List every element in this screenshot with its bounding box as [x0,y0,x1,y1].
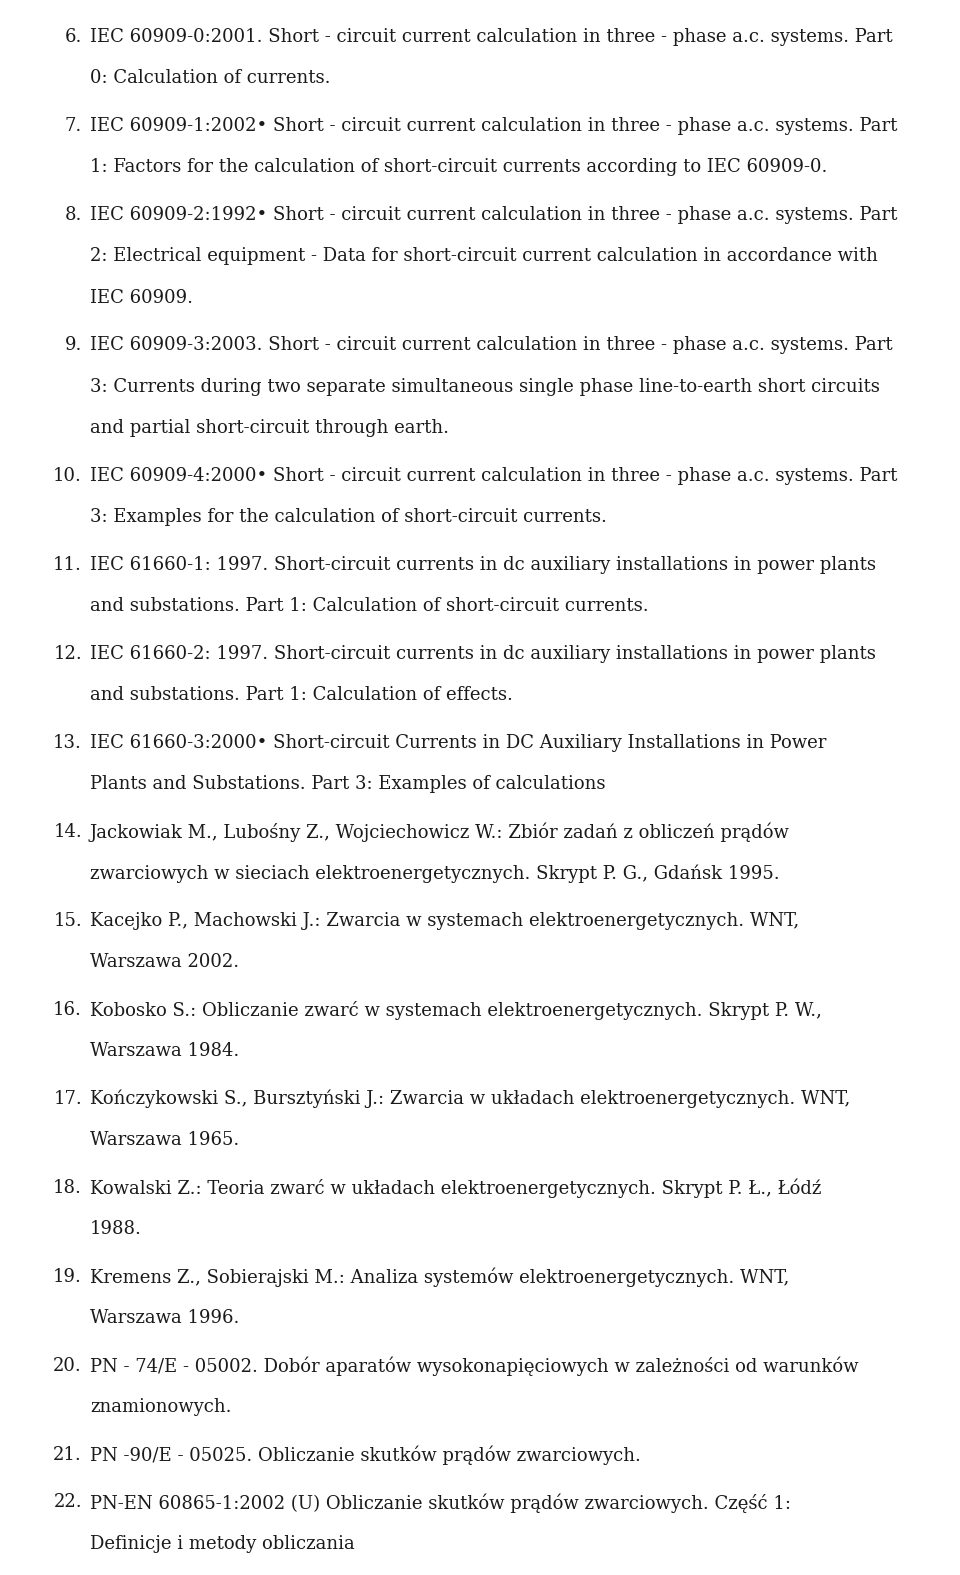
Text: 20.: 20. [53,1358,82,1375]
Text: PN -90/E - 05025. Obliczanie skutków prądów zwarciowych.: PN -90/E - 05025. Obliczanie skutków prą… [90,1446,641,1465]
Text: and partial short-circuit through earth.: and partial short-circuit through earth. [90,419,449,438]
Text: IEC 60909-3:2003. Short - circuit current calculation in three - phase a.c. syst: IEC 60909-3:2003. Short - circuit curren… [90,337,893,354]
Text: Warszawa 2002.: Warszawa 2002. [90,953,239,972]
Text: Warszawa 1996.: Warszawa 1996. [90,1309,239,1328]
Text: 15.: 15. [53,912,82,929]
Text: 6.: 6. [64,28,82,46]
Text: 3: Currents during two separate simultaneous single phase line-to-earth short ci: 3: Currents during two separate simultan… [90,378,880,395]
Text: 1988.: 1988. [90,1221,142,1238]
Text: 3: Examples for the calculation of short-circuit currents.: 3: Examples for the calculation of short… [90,509,607,526]
Text: 11.: 11. [53,556,82,573]
Text: 16.: 16. [53,1002,82,1019]
Text: Jackowiak M., Lubośny Z., Wojciechowicz W.: Zbiór zadań z obliczeń prądów: Jackowiak M., Lubośny Z., Wojciechowicz … [90,824,790,843]
Text: 18.: 18. [53,1180,82,1197]
Text: IEC 61660-3:2000• Short-circuit Currents in DC Auxiliary Installations in Power: IEC 61660-3:2000• Short-circuit Currents… [90,734,827,751]
Text: Kowalski Z.: Teoria zwarć w układach elektroenergetycznych. Skrypt P. Ł., Łódź: Kowalski Z.: Teoria zwarć w układach ele… [90,1180,822,1199]
Text: 21.: 21. [53,1446,82,1465]
Text: Kończykowski S., Bursztyński J.: Zwarcia w układach elektroenergetycznych. WNT,: Kończykowski S., Bursztyński J.: Zwarcia… [90,1090,851,1109]
Text: IEC 60909-2:1992• Short - circuit current calculation in three - phase a.c. syst: IEC 60909-2:1992• Short - circuit curren… [90,206,898,224]
Text: IEC 60909-0:2001. Short - circuit current calculation in three - phase a.c. syst: IEC 60909-0:2001. Short - circuit curren… [90,28,893,46]
Text: Definicje i metody obliczania: Definicje i metody obliczania [90,1536,355,1553]
Text: Warszawa 1965.: Warszawa 1965. [90,1131,239,1150]
Text: 2: Electrical equipment - Data for short-circuit current calculation in accordan: 2: Electrical equipment - Data for short… [90,247,877,266]
Text: 14.: 14. [53,824,82,841]
Text: IEC 61660-2: 1997. Short-circuit currents in dc auxiliary installations in power: IEC 61660-2: 1997. Short-circuit current… [90,646,876,663]
Text: Kacejko P., Machowski J.: Zwarcia w systemach elektroenergetycznych. WNT,: Kacejko P., Machowski J.: Zwarcia w syst… [90,912,799,929]
Text: IEC 60909-1:2002• Short - circuit current calculation in three - phase a.c. syst: IEC 60909-1:2002• Short - circuit curren… [90,117,898,135]
Text: IEC 60909.: IEC 60909. [90,288,193,307]
Text: 13.: 13. [53,734,82,751]
Text: Plants and Substations. Part 3: Examples of calculations: Plants and Substations. Part 3: Examples… [90,775,606,794]
Text: znamionowych.: znamionowych. [90,1399,231,1416]
Text: 10.: 10. [53,468,82,485]
Text: 22.: 22. [54,1493,82,1512]
Text: 0: Calculation of currents.: 0: Calculation of currents. [90,69,330,88]
Text: IEC 60909-4:2000• Short - circuit current calculation in three - phase a.c. syst: IEC 60909-4:2000• Short - circuit curren… [90,468,898,485]
Text: Warszawa 1984.: Warszawa 1984. [90,1043,239,1060]
Text: PN - 74/E - 05002. Dobór aparatów wysokonapięciowych w zależności od warunków: PN - 74/E - 05002. Dobór aparatów wysoko… [90,1358,858,1377]
Text: 17.: 17. [53,1090,82,1107]
Text: and substations. Part 1: Calculation of short-circuit currents.: and substations. Part 1: Calculation of … [90,597,649,616]
Text: Kobosko S.: Obliczanie zwarć w systemach elektroenergetycznych. Skrypt P. W.,: Kobosko S.: Obliczanie zwarć w systemach… [90,1002,822,1021]
Text: 12.: 12. [53,646,82,663]
Text: Kremens Z., Sobierajski M.: Analiza systemów elektroenergetycznych. WNT,: Kremens Z., Sobierajski M.: Analiza syst… [90,1268,789,1287]
Text: 1: Factors for the calculation of short-circuit currents according to IEC 60909-: 1: Factors for the calculation of short-… [90,159,828,176]
Text: PN-EN 60865-1:2002 (U) Obliczanie skutków prądów zwarciowych. Część 1:: PN-EN 60865-1:2002 (U) Obliczanie skutkó… [90,1493,791,1514]
Text: 7.: 7. [64,117,82,135]
Text: 9.: 9. [64,337,82,354]
Text: and substations. Part 1: Calculation of effects.: and substations. Part 1: Calculation of … [90,687,513,704]
Text: IEC 61660-1: 1997. Short-circuit currents in dc auxiliary installations in power: IEC 61660-1: 1997. Short-circuit current… [90,556,876,573]
Text: zwarciowych w sieciach elektroenergetycznych. Skrypt P. G., Gdańsk 1995.: zwarciowych w sieciach elektroenergetycz… [90,865,780,884]
Text: 19.: 19. [53,1268,82,1287]
Text: 8.: 8. [64,206,82,224]
